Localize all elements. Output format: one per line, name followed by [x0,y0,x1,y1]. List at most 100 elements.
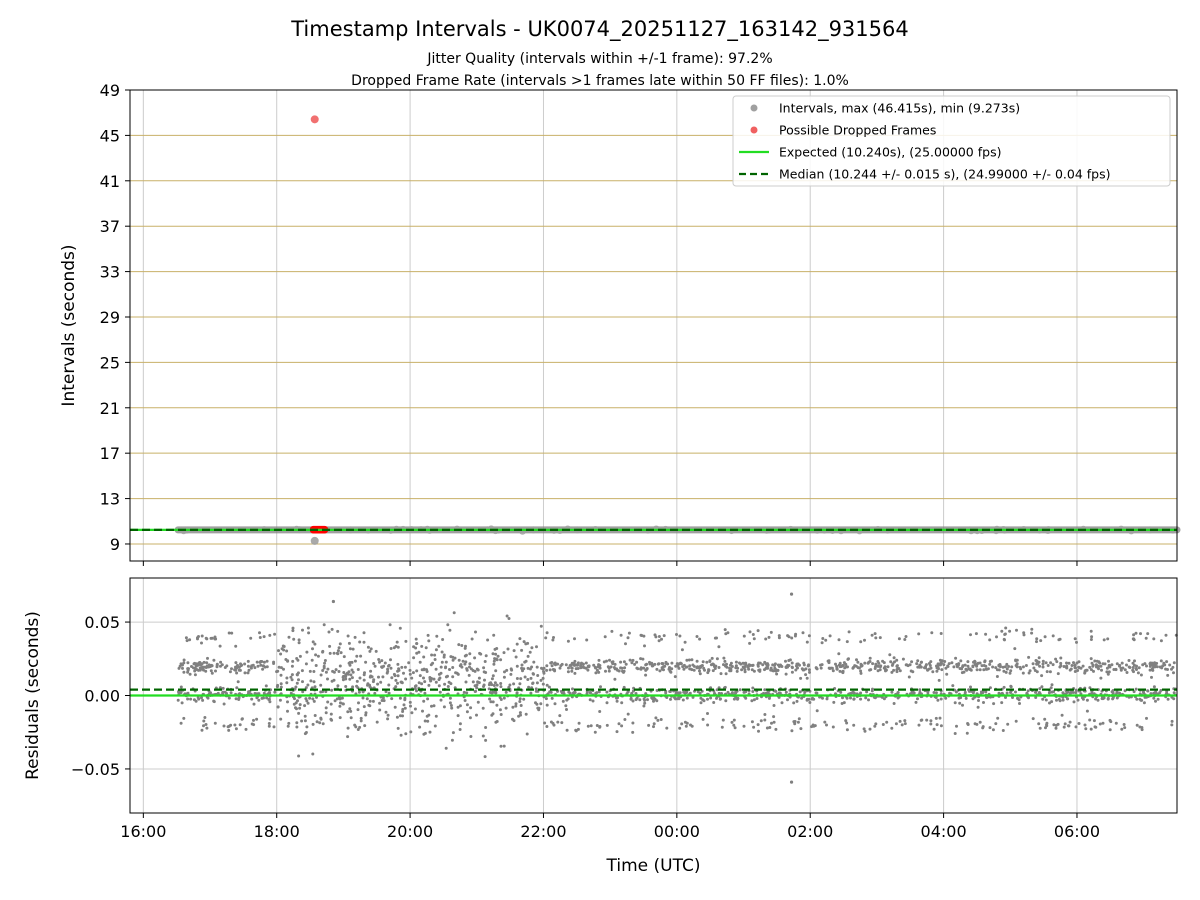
residual-point [662,634,666,638]
residual-point [388,623,392,627]
residual-point [898,669,902,673]
residual-point [421,709,424,713]
residual-point [626,636,630,640]
residual-point [440,650,444,654]
residual-point [430,704,433,708]
residual-point [1074,725,1078,729]
residual-point [246,659,250,663]
residual-point [1037,722,1041,726]
residual-point [1034,659,1038,662]
residual-point [252,718,255,722]
residual-point [755,697,759,700]
residual-point [1089,668,1093,672]
residual-point [937,678,941,682]
residual-point [1164,633,1168,637]
residual-point [995,668,999,672]
residual-point [383,661,387,665]
residual-point [265,659,269,663]
residual-point [314,653,318,657]
residual-point [638,698,642,702]
residual-point [311,640,315,644]
residual-point [673,675,677,679]
residual-point [641,657,645,661]
residual-point [767,635,771,639]
residual-point [339,651,343,655]
residual-point [838,661,842,665]
residual-point [893,660,896,664]
residual-point [551,638,555,642]
residual-point [660,637,663,641]
residual-point [313,642,317,646]
residual-point [223,666,227,669]
residual-point [395,715,399,719]
residual-point [326,667,330,671]
residual-point [291,626,295,630]
residual-point [1095,665,1098,669]
residual-point [181,666,184,670]
residual-point [884,668,888,672]
residual-point [868,656,872,660]
residual-point [1159,639,1163,643]
residual-point [631,658,635,662]
residual-point [290,673,294,677]
residual-point [766,663,770,667]
intervals-ytick-label: 13 [100,490,120,509]
residual-point [1027,671,1031,675]
residual-point [397,667,401,671]
residual-point [1069,667,1073,671]
residual-point [209,669,213,673]
residual-point [369,669,373,673]
residual-point [772,704,776,707]
residual-point [1159,659,1163,663]
residual-point [319,717,323,721]
residual-point [404,732,408,736]
residual-point [526,654,530,658]
residual-point [502,675,506,679]
residual-point [751,690,755,693]
residual-point [576,727,580,731]
residual-point [735,669,739,673]
residual-point [1143,662,1147,666]
residual-point [945,672,949,676]
residual-point [456,672,460,676]
residual-point [1170,723,1174,727]
residual-point [759,719,763,723]
residual-point [876,669,880,673]
residual-point [712,665,716,668]
residual-point [326,677,329,681]
residual-point [502,744,506,748]
residual-point [356,708,360,712]
residual-point [1154,690,1158,694]
residual-point [468,652,472,656]
residual-point [842,701,846,705]
residual-point [499,685,503,689]
residual-point [295,725,299,729]
residuals-xlabel: Time (UTC) [606,856,701,876]
residual-point [342,655,346,659]
residual-point [602,660,606,664]
residual-point [218,644,222,648]
residual-point [474,689,478,693]
residual-point [282,648,286,652]
residual-point [399,680,403,684]
residual-point [545,668,549,672]
residual-point [247,668,251,672]
residual-point [859,669,863,673]
residual-point [586,724,590,728]
residual-point [666,662,670,666]
residual-point [1072,661,1075,665]
residual-point [483,660,487,663]
residual-point [205,726,209,730]
residual-point [201,666,205,670]
residual-point [738,688,742,692]
residual-point [249,636,253,640]
residual-point [790,636,794,640]
residual-point [494,669,498,673]
residual-point [903,722,907,726]
residual-point [193,673,197,677]
residual-point [780,701,784,705]
residual-point [890,663,894,667]
residual-point [403,696,407,700]
residual-point [870,633,874,637]
residual-point [763,713,767,716]
